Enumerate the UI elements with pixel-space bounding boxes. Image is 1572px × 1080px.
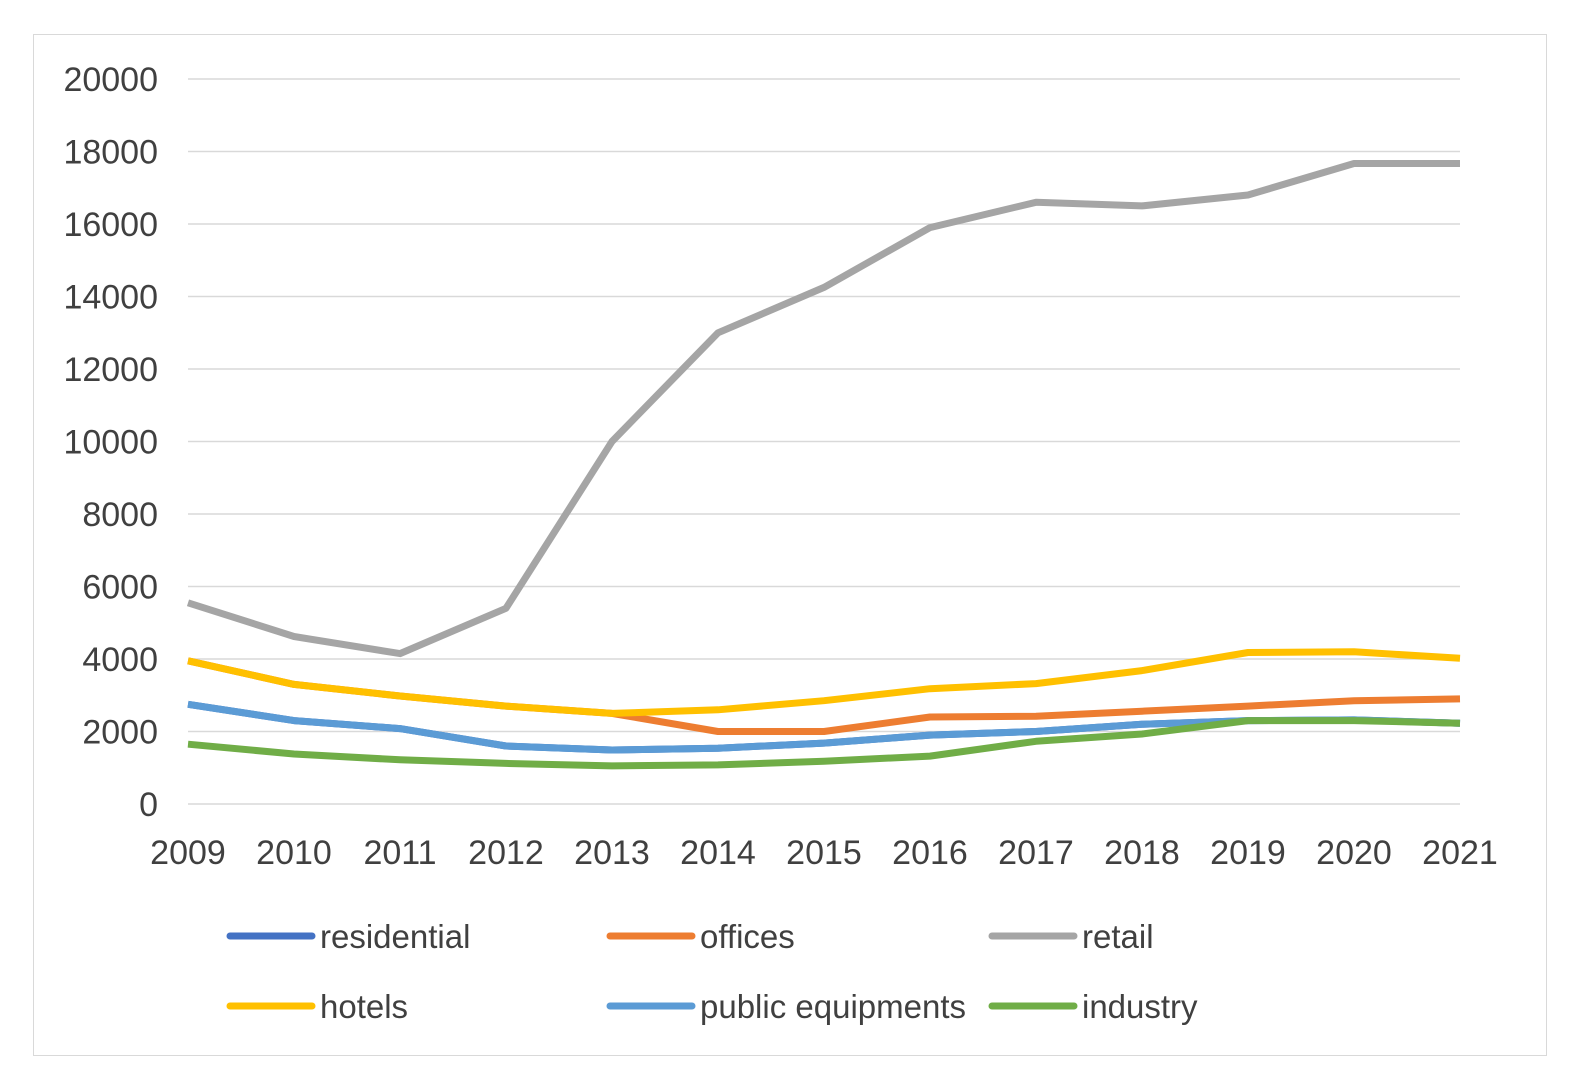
axes: 0 2000 4000 6000 8000 10000 12000 14000 16000 180… — [63, 61, 1497, 872]
series-line-industry — [187, 717, 1461, 770]
x-tick-label: 2012 — [468, 834, 544, 872]
x-tick-label: 2016 — [892, 834, 968, 872]
y-tick-label: 16000 — [63, 206, 158, 244]
series-line-retail — [186, 160, 1460, 658]
legend-label: residential — [320, 918, 470, 955]
x-tick-label: 2018 — [1104, 834, 1180, 872]
legend: residential offices retail hotels public equ… — [226, 918, 1198, 1025]
x-tick-label: 2009 — [150, 834, 226, 872]
x-tick-label: 2021 — [1422, 834, 1498, 872]
y-tick-label: 8000 — [82, 496, 158, 534]
x-tick-label: 2019 — [1210, 834, 1286, 872]
x-tick-label: 2020 — [1316, 834, 1392, 872]
x-tick-label: 2015 — [786, 834, 862, 872]
y-tick-label: 10000 — [63, 424, 158, 462]
y-tick-label: 2000 — [82, 714, 158, 752]
x-tick-label: 2011 — [363, 834, 436, 872]
legend-item-public-equipments: public equipments — [606, 988, 966, 1025]
legend-item-residential: residential — [226, 918, 470, 955]
y-tick-label: 6000 — [82, 569, 158, 607]
y-tick-label: 4000 — [82, 641, 158, 679]
x-tick-label: 2013 — [574, 834, 650, 872]
x-tick-label: 2014 — [680, 834, 756, 872]
legend-label: public equipments — [700, 988, 966, 1025]
legend-label: hotels — [320, 988, 408, 1025]
legend-item-hotels: hotels — [226, 988, 408, 1025]
series-lines — [186, 160, 1461, 770]
series-line-public-equipments — [187, 700, 1461, 754]
line-chart: 0 2000 4000 6000 8000 10000 12000 14000 16000 180… — [63, 61, 1497, 1025]
legend-label: offices — [700, 918, 795, 955]
y-tick-label: 14000 — [63, 279, 158, 317]
y-tick-label: 12000 — [63, 351, 158, 389]
legend-item-retail: retail — [988, 918, 1154, 955]
chart-area: 0 2000 4000 6000 8000 10000 12000 14000 16000 180… — [33, 34, 1547, 1056]
y-tick-label: 0 — [139, 786, 158, 824]
x-tick-label: 2010 — [256, 834, 332, 872]
legend-item-offices: offices — [606, 918, 795, 955]
y-tick-label: 20000 — [63, 61, 158, 99]
series-line-hotels — [187, 648, 1461, 717]
legend-label: industry — [1082, 988, 1198, 1025]
x-tick-label: 2017 — [998, 834, 1074, 872]
legend-item-industry: industry — [988, 988, 1198, 1025]
y-tick-label: 18000 — [63, 134, 158, 172]
legend-label: retail — [1082, 918, 1154, 955]
